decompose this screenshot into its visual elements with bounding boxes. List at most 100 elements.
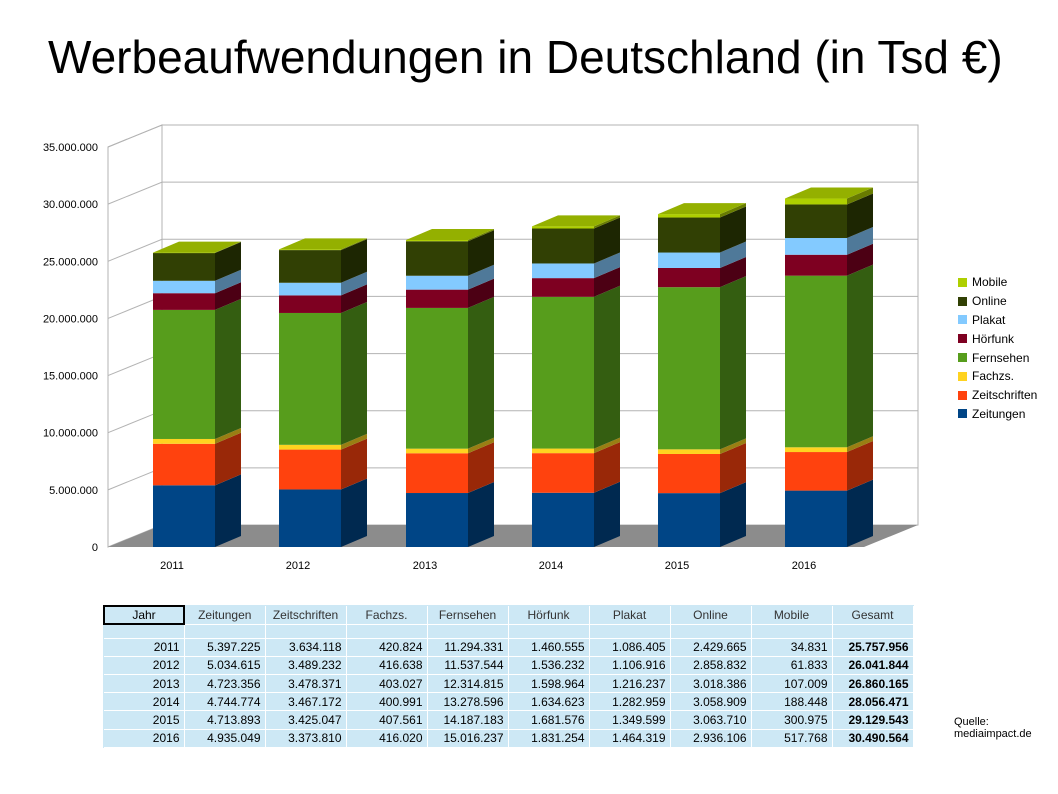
- table-cell: 416.020: [346, 729, 428, 748]
- bar-segment: [279, 312, 341, 445]
- bar-segment: [532, 263, 594, 279]
- bar-segment: [279, 295, 341, 313]
- table-header-cell: Fachzs.: [346, 606, 428, 625]
- source-url: mediaimpact.de: [954, 728, 1032, 740]
- table-row: 2015 4.713.893 3.425.047 407.561 14.187.183 1…: [104, 710, 914, 730]
- bar-segment: [658, 287, 720, 450]
- table-row: 2012 5.034.615 3.489.232 416.638 11.537.544 1…: [104, 656, 914, 676]
- bar-segment-side: [468, 230, 494, 276]
- table-cell: 1.216.237: [589, 674, 671, 694]
- table-header-cell: Online: [670, 606, 752, 625]
- legend-swatch: [958, 390, 967, 400]
- bar-segment-side: [847, 193, 873, 239]
- table-cell: 2.858.832: [670, 656, 752, 676]
- bar-segment: [153, 253, 215, 281]
- y-tick-label: 30.000.000: [43, 199, 98, 211]
- chart-tick-labels: 0 5.000.000 10.000.000 15.000.000 20.000.000…: [43, 142, 816, 572]
- legend-label: Mobile: [972, 275, 1008, 290]
- gridline: [107, 181, 918, 205]
- bar-segment: [406, 448, 468, 454]
- bar-top: [532, 215, 620, 227]
- gridline: [107, 124, 918, 148]
- table-header-cell: Plakat: [589, 606, 671, 625]
- legend-item: Hörfunk: [958, 329, 1037, 348]
- bar-segment-side: [468, 296, 494, 449]
- table-row: 2016 4.935.049 3.373.810 416.020 15.016.237 1…: [104, 729, 914, 748]
- bar-segment-side: [594, 285, 620, 449]
- table-cell: 1.536.232: [508, 656, 590, 676]
- table-cell: 2.429.665: [670, 638, 752, 657]
- table-cell: 26.860.165: [832, 674, 914, 694]
- bar-segment-side: [215, 242, 241, 281]
- table-cell: 300.975: [751, 710, 833, 730]
- bar-segment-side: [847, 441, 873, 491]
- bar-segment: [785, 198, 847, 205]
- bar-segment-side: [594, 217, 620, 264]
- table-cell: 1.634.623: [508, 692, 590, 712]
- table-header-cell: Jahr: [103, 604, 185, 626]
- table-header-cell: Gesamt: [832, 606, 914, 625]
- table-cell: 61.833: [751, 656, 833, 676]
- table-cell: 11.294.331: [427, 638, 509, 657]
- bar-segment-side: [341, 301, 367, 445]
- legend-item: Fachzs.: [958, 367, 1037, 386]
- table-cell: 30.490.564: [832, 729, 914, 748]
- table-cell: 3.467.172: [265, 692, 347, 712]
- x-tick-label: 2012: [286, 560, 310, 572]
- bar-segment: [658, 267, 720, 288]
- table-cell: 400.991: [346, 692, 428, 712]
- legend-item: Fernsehen: [958, 348, 1037, 367]
- table-header-cell: Hörfunk: [508, 606, 590, 625]
- bar-segment: [785, 275, 847, 448]
- table-header-cell: Zeitschriften: [265, 606, 347, 625]
- table-cell: 1.282.959: [589, 692, 671, 712]
- bar-segment-side: [594, 267, 620, 297]
- bar-segment-side: [341, 238, 367, 251]
- table-cell: 3.634.118: [265, 638, 347, 657]
- bar-segment: [532, 278, 594, 297]
- bar-segment: [153, 293, 215, 310]
- bar-segment: [532, 228, 594, 264]
- table-cell: 3.063.710: [670, 710, 752, 730]
- bar-segment: [153, 438, 215, 444]
- table-cell: 12.314.815: [427, 674, 509, 694]
- y-tick-label: 35.000.000: [43, 142, 98, 154]
- bar-segment-side: [720, 206, 746, 253]
- bar-segment: [279, 489, 341, 547]
- bar-segment-side: [468, 442, 494, 494]
- legend-swatch: [958, 409, 967, 419]
- table-header-cell: Zeitungen: [184, 606, 266, 625]
- bar-segment-side: [594, 215, 620, 229]
- table-cell: 416.638: [346, 656, 428, 676]
- bar-segment: [532, 453, 594, 493]
- table-cell: 11.537.544: [427, 656, 509, 676]
- x-tick-label: 2015: [665, 560, 689, 572]
- table-cell: 34.831: [751, 638, 833, 657]
- bar-segment-side: [594, 252, 620, 279]
- table-cell: 3.425.047: [265, 710, 347, 730]
- y-tick-label: 20.000.000: [43, 313, 98, 325]
- table-cell: 107.009: [751, 674, 833, 694]
- table-header-row: Jahr Zeitungen Zeitschriften Fachzs. Fernseh…: [103, 604, 914, 626]
- bar-segment: [279, 282, 341, 296]
- stacked-bar-chart: 0 5.000.000 10.000.000 15.000.000 20.000.000…: [43, 124, 919, 572]
- table-cell: 3.058.909: [670, 692, 752, 712]
- table-cell: 25.757.956: [832, 638, 914, 657]
- bar-segment-side: [341, 284, 367, 313]
- bar-segment-side: [468, 437, 494, 454]
- bar-top: [658, 203, 746, 215]
- table-cell: 188.448: [751, 692, 833, 712]
- legend-label: Fachzs.: [972, 369, 1015, 384]
- bar-segment: [153, 443, 215, 486]
- table-header-cell: Fernsehen: [427, 606, 509, 625]
- table-cell: 3.478.371: [265, 674, 347, 694]
- table-cell: 2016: [104, 729, 185, 748]
- bar-top: [153, 241, 241, 253]
- table-cell: 517.768: [751, 729, 833, 748]
- legend-item: Zeitschriften: [958, 386, 1037, 405]
- table-cell: 2012: [104, 656, 185, 676]
- bar-top: [406, 229, 494, 241]
- bar-segment: [153, 252, 215, 254]
- table-cell: 1.681.576: [508, 710, 590, 730]
- table-cell: 3.373.810: [265, 729, 347, 748]
